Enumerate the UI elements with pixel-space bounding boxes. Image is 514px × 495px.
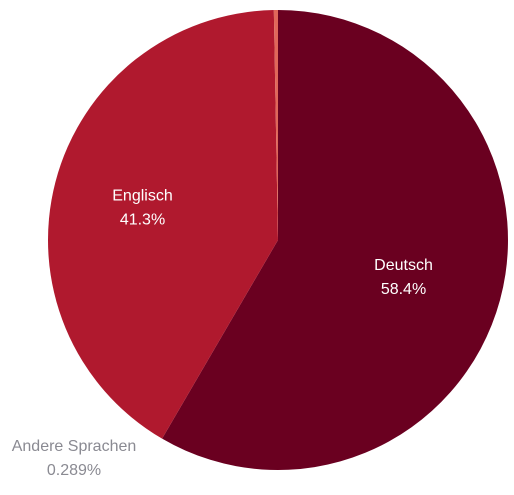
pie-slices [47,10,508,471]
slice-label-value: 58.4% [381,281,426,298]
slice-label-name: Deutsch [374,257,433,274]
pie-slice-andere-sprachen [273,10,278,240]
slice-label-value: 0.289% [47,462,101,479]
slice-label-name: Englisch [112,188,172,205]
slice-label-name: Andere Sprachen [12,438,137,455]
pie-labels: Deutsch 58.4% Englisch 41.3% Andere Sprachen… [12,188,433,479]
slice-label-value: 41.3% [120,212,165,229]
pie-slice-englisch [47,10,278,439]
pie-slice-deutsch [162,10,508,471]
